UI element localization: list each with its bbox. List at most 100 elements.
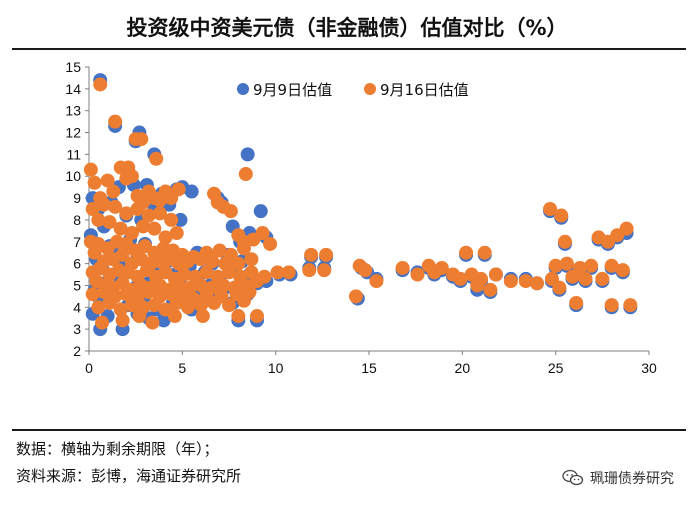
data-point <box>93 77 108 92</box>
data-point <box>270 265 285 280</box>
data-point <box>552 280 567 295</box>
data-point <box>184 184 199 199</box>
x-tick-label: 30 <box>641 360 657 376</box>
data-point <box>195 309 210 324</box>
wechat-icon <box>562 469 584 486</box>
data-point <box>255 226 270 241</box>
y-tick-label: 11 <box>66 146 81 162</box>
y-tick-label: 13 <box>65 103 81 119</box>
data-point <box>108 289 123 304</box>
data-point <box>281 265 296 280</box>
x-tick-label: 10 <box>268 360 284 376</box>
data-point <box>304 247 319 262</box>
data-point <box>205 254 220 269</box>
data-point <box>236 241 251 256</box>
legend-marker <box>237 83 249 95</box>
watermark-text: 珮珊债券研究 <box>590 471 674 487</box>
data-point <box>141 285 156 300</box>
data-point <box>124 226 139 241</box>
y-tick-label: 7 <box>73 234 81 250</box>
y-tick-label: 2 <box>73 343 81 359</box>
y-tick-label: 10 <box>65 168 81 184</box>
data-point <box>543 202 558 216</box>
data-point <box>158 230 173 245</box>
data-point <box>518 274 533 289</box>
data-point <box>231 256 246 271</box>
series-2 <box>83 77 638 330</box>
data-point <box>263 236 278 251</box>
data-point <box>242 285 257 300</box>
data-point <box>250 309 264 324</box>
x-tick-label: 20 <box>455 360 471 376</box>
data-point <box>132 309 147 324</box>
data-point <box>244 252 259 267</box>
data-point <box>130 202 145 216</box>
data-point <box>96 285 111 300</box>
data-point <box>83 162 98 177</box>
y-tick-label: 15 <box>65 59 81 75</box>
data-point <box>175 289 190 304</box>
data-point <box>113 221 128 236</box>
data-point <box>152 206 167 221</box>
data-point <box>410 267 425 282</box>
data-points <box>83 73 638 337</box>
data-note: 数据：横轴为剩余期限（年）； <box>16 440 219 458</box>
data-point <box>108 114 123 129</box>
data-point <box>578 271 593 286</box>
data-point <box>167 309 182 324</box>
data-point <box>559 256 574 271</box>
data-point <box>95 315 110 330</box>
data-point <box>85 287 100 302</box>
data-point <box>319 247 334 262</box>
data-point <box>147 221 162 236</box>
data-point <box>119 206 134 221</box>
data-point <box>141 208 156 223</box>
data-point <box>434 260 449 275</box>
data-point <box>548 258 563 273</box>
data-point <box>113 302 128 317</box>
data-point <box>348 289 363 304</box>
data-point <box>108 199 123 214</box>
y-tick-label: 3 <box>73 321 81 337</box>
data-point <box>358 263 373 278</box>
legend-label: 9月9日估值 <box>253 81 332 99</box>
data-point <box>530 276 544 291</box>
data-point <box>474 271 488 286</box>
data-point <box>102 215 117 230</box>
data-point <box>106 184 121 199</box>
data-point <box>212 243 227 258</box>
data-point <box>604 298 619 313</box>
data-point <box>124 169 139 184</box>
y-tick-label: 5 <box>73 277 81 293</box>
data-point <box>85 202 100 216</box>
axes: 2 3 4 5 6 7 8 9 10 11 12 13 14 15 0 5 10 15 20 25 30 <box>65 59 657 376</box>
y-tick-label: 4 <box>73 299 81 315</box>
data-point <box>595 271 610 286</box>
x-tick-label: 0 <box>85 360 93 376</box>
legend-label: 9月16日估值 <box>380 81 469 99</box>
data-point <box>152 289 167 304</box>
watermark: 珮珊债券研究 <box>562 468 674 488</box>
data-point <box>584 258 599 273</box>
x-tick-label: 15 <box>361 360 377 376</box>
data-point <box>149 151 164 166</box>
data-point <box>223 204 238 219</box>
y-tick-label: 14 <box>65 81 81 97</box>
data-point <box>169 226 184 241</box>
data-point <box>222 265 236 280</box>
data-point <box>317 263 332 278</box>
data-point <box>453 271 468 286</box>
data-point <box>240 147 255 162</box>
data-point <box>257 269 272 284</box>
data-point <box>222 298 236 313</box>
data-point <box>459 245 474 260</box>
bottom-divider <box>12 429 686 431</box>
data-point <box>91 300 106 315</box>
data-point <box>302 263 317 278</box>
data-point <box>395 260 410 275</box>
data-point <box>91 212 106 227</box>
data-point <box>558 234 572 249</box>
footnotes: 数据：横轴为剩余期限（年）； 资料来源：彭博，海通证券研究所 <box>16 436 241 490</box>
data-point <box>238 167 253 182</box>
